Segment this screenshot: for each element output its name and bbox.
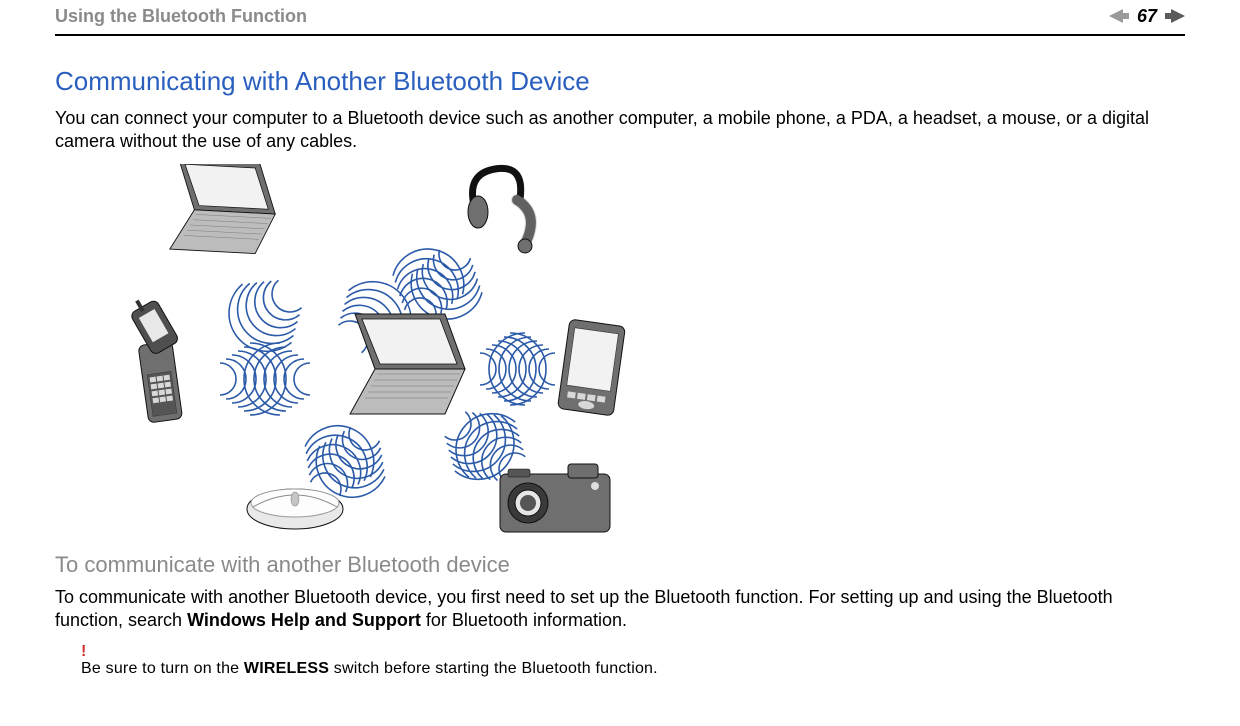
mouse-icon <box>247 489 343 529</box>
section-title: Communicating with Another Bluetooth Dev… <box>55 66 1185 97</box>
warning-icon: ! <box>81 645 658 659</box>
nav-next-icon[interactable] <box>1165 9 1185 23</box>
para2-bold: Windows Help and Support <box>187 610 421 630</box>
content: Communicating with Another Bluetooth Dev… <box>55 36 1185 678</box>
pda-icon <box>557 319 625 416</box>
intro-text: You can connect your computer to a Bluet… <box>55 107 1185 154</box>
phone-icon <box>128 295 191 424</box>
laptop-corner-icon <box>170 164 278 255</box>
headset-icon <box>468 168 532 253</box>
breadcrumb-title: Using the Bluetooth Function <box>55 6 307 27</box>
para2: To communicate with another Bluetooth de… <box>55 586 1185 633</box>
laptop-center-icon <box>350 314 465 414</box>
page-nav: 67 <box>1109 6 1185 27</box>
para2-post: for Bluetooth information. <box>421 610 627 630</box>
warn-bold: WIRELESS <box>244 660 329 677</box>
sub-title: To communicate with another Bluetooth de… <box>55 552 1185 578</box>
camera-icon <box>500 464 610 532</box>
header: Using the Bluetooth Function 67 <box>55 0 1185 30</box>
warn-post: switch before starting the Bluetooth fun… <box>329 660 658 677</box>
bluetooth-diagram <box>85 164 705 534</box>
warn-pre: Be sure to turn on the <box>81 660 244 677</box>
page: Using the Bluetooth Function 67 Communic… <box>0 0 1240 726</box>
nav-prev-icon[interactable] <box>1109 9 1129 23</box>
page-number: 67 <box>1137 6 1157 27</box>
warning: ! Be sure to turn on the WIRELESS switch… <box>55 645 1185 678</box>
warning-text: Be sure to turn on the WIRELESS switch b… <box>81 659 658 678</box>
